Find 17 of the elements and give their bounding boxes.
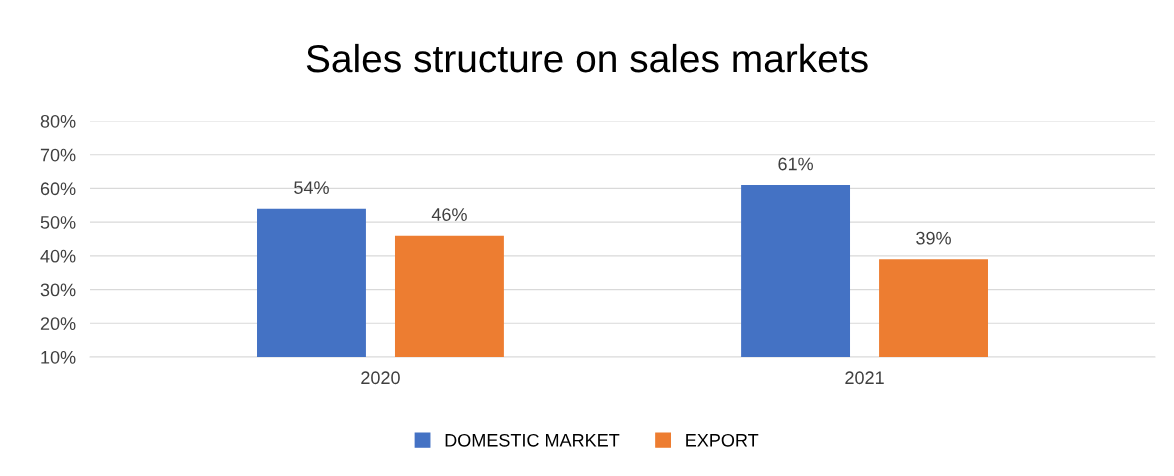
data-label: 61% [778,157,813,171]
y-tick-label: 40% [40,249,76,263]
y-tick-label: 60% [40,182,76,196]
data-label: 54% [294,181,329,194]
legend-label: EXPORT [686,433,759,447]
chart-title: Sales structure on sales markets [306,43,868,73]
x-tick-label: 2020 [361,371,400,385]
x-tick-label: 2021 [845,371,884,385]
data-label: 46% [431,208,467,221]
legend-label: DOMESTIC MARKET [445,433,620,447]
y-tick-label: 10% [41,350,76,364]
y-tick-label: 20% [40,317,76,331]
y-tick-label: 30% [40,283,76,297]
y-tick-label: 80% [40,114,76,128]
data-label: 39% [916,231,951,245]
y-tick-label: 70% [40,148,76,162]
y-tick-label: 50% [40,216,76,229]
